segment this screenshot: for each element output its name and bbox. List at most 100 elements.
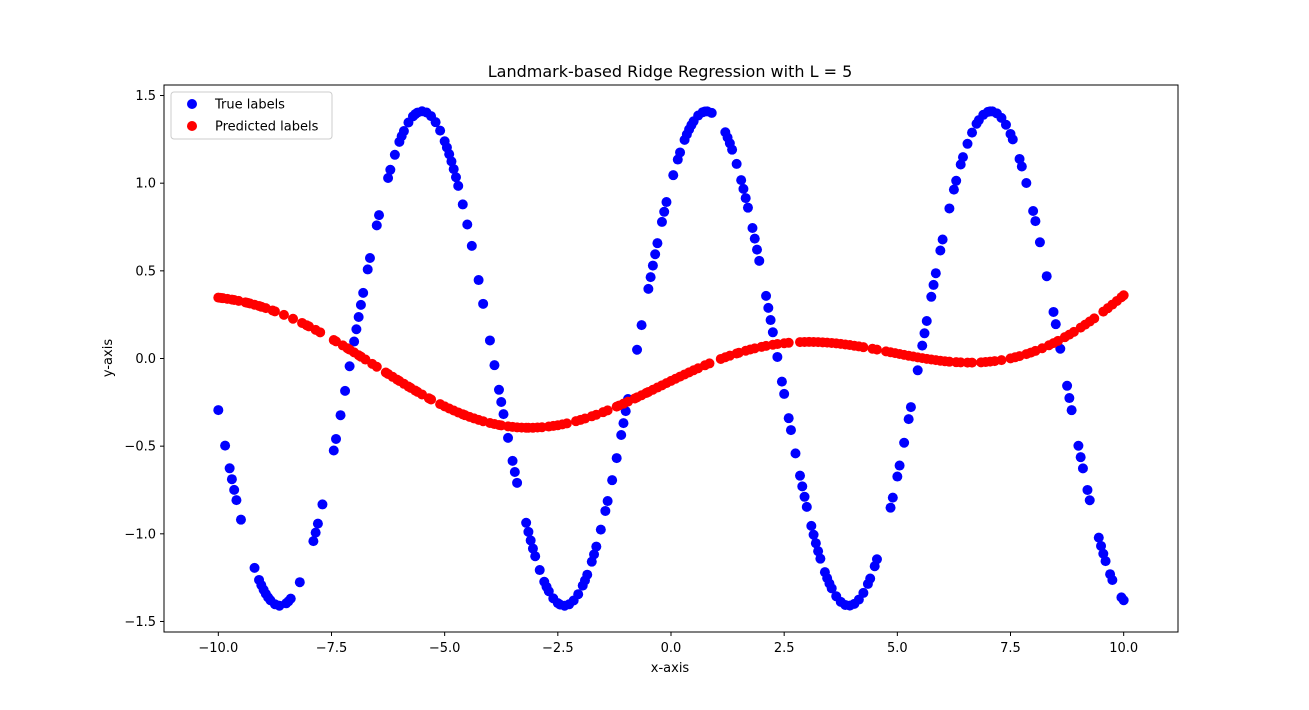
true-label-point xyxy=(478,298,489,309)
true-labels-series xyxy=(213,106,1129,611)
true-label-point xyxy=(1100,556,1111,567)
true-label-point xyxy=(930,268,941,279)
predicted-label-point xyxy=(783,337,794,348)
x-tick-label: −2.5 xyxy=(542,641,574,656)
legend-box xyxy=(170,91,333,140)
true-label-point xyxy=(353,312,364,323)
true-label-point xyxy=(383,173,394,183)
true-label-point xyxy=(473,275,484,286)
predicted-label-point xyxy=(278,309,289,320)
x-tick-label: −7.5 xyxy=(316,641,348,656)
true-label-point xyxy=(706,107,717,118)
true-label-point xyxy=(944,203,955,214)
true-label-point xyxy=(466,240,477,251)
x-tick-label: 7.5 xyxy=(1000,641,1021,656)
true-label-point xyxy=(589,549,600,560)
true-label-point xyxy=(632,344,643,355)
true-label-point xyxy=(534,565,545,576)
x-tick-label: 2.5 xyxy=(774,641,795,656)
predicted-label-point xyxy=(871,344,882,355)
true-label-point xyxy=(858,587,869,598)
true-label-point xyxy=(294,577,305,588)
true-label-point xyxy=(231,495,242,506)
true-label-point xyxy=(340,385,351,396)
true-label-point xyxy=(374,210,385,221)
predicted-labels-series xyxy=(213,290,1129,433)
predicted-label-point xyxy=(288,313,299,324)
true-label-point xyxy=(652,238,663,249)
true-label-point xyxy=(926,291,937,302)
true-label-point xyxy=(285,593,296,604)
true-label-point xyxy=(740,193,751,204)
y-tick-label: −1.5 xyxy=(124,615,156,630)
true-label-point xyxy=(826,583,837,594)
true-label-point xyxy=(1007,134,1018,145)
true-label-point xyxy=(498,409,509,420)
true-label-point xyxy=(1084,495,1095,506)
true-label-point xyxy=(801,501,812,512)
true-label-point xyxy=(249,562,260,573)
true-label-point xyxy=(358,287,369,298)
true-label-point xyxy=(600,505,611,516)
true-label-point xyxy=(865,573,876,584)
true-label-point xyxy=(351,324,362,335)
true-label-point xyxy=(1041,271,1052,282)
true-label-point xyxy=(430,117,441,128)
true-label-point xyxy=(349,336,360,347)
true-label-point xyxy=(484,335,495,346)
true-label-point xyxy=(887,492,898,503)
true-label-point xyxy=(742,202,753,213)
legend-label-predicted-labels: Predicted labels xyxy=(215,120,319,135)
true-label-point xyxy=(810,538,821,549)
true-label-point xyxy=(496,397,507,408)
true-label-point xyxy=(937,234,948,245)
true-label-point xyxy=(371,220,382,231)
legend-marker-true-labels xyxy=(187,99,197,109)
predicted-label-point xyxy=(1089,313,1100,324)
true-label-point xyxy=(398,126,409,137)
true-label-point xyxy=(765,315,776,326)
true-label-point xyxy=(362,264,373,275)
true-label-point xyxy=(335,410,346,421)
true-label-point xyxy=(1016,161,1027,172)
plot-area xyxy=(163,84,1179,633)
true-label-point xyxy=(905,402,916,413)
true-label-point xyxy=(790,448,801,459)
x-tick-label: −5.0 xyxy=(429,641,461,656)
true-label-point xyxy=(917,340,928,351)
true-label-point xyxy=(903,414,914,425)
true-label-point xyxy=(607,475,618,486)
true-label-point xyxy=(328,445,339,456)
true-label-point xyxy=(1082,484,1093,495)
predicted-label-point xyxy=(315,327,326,338)
true-label-point xyxy=(224,463,235,474)
true-label-point xyxy=(885,502,896,513)
true-label-point xyxy=(736,175,747,186)
true-label-point xyxy=(523,526,534,537)
y-axis-title: y-axis xyxy=(101,339,116,377)
true-label-point xyxy=(727,144,738,155)
predicted-label-point xyxy=(704,358,715,369)
true-label-point xyxy=(1028,206,1039,216)
predicted-label-point xyxy=(967,357,978,368)
true-label-point xyxy=(799,491,810,502)
true-label-point xyxy=(752,244,763,255)
x-tick-label: 0.0 xyxy=(661,641,682,656)
true-label-point xyxy=(616,429,627,440)
true-label-point xyxy=(772,351,783,362)
predicted-label-point xyxy=(371,361,382,372)
true-label-point xyxy=(1062,380,1073,391)
true-label-point xyxy=(962,138,973,149)
legend-label-true-labels: True labels xyxy=(214,98,285,113)
true-label-point xyxy=(229,484,240,495)
true-label-point xyxy=(919,328,930,339)
true-label-point xyxy=(595,524,606,535)
true-label-point xyxy=(967,127,978,138)
true-label-point xyxy=(1075,452,1086,463)
true-label-point xyxy=(525,535,536,546)
x-tick-label: −10.0 xyxy=(198,641,238,656)
true-label-point xyxy=(754,255,765,266)
true-label-point xyxy=(573,589,584,600)
true-label-point xyxy=(808,529,819,540)
true-label-point xyxy=(602,496,613,507)
